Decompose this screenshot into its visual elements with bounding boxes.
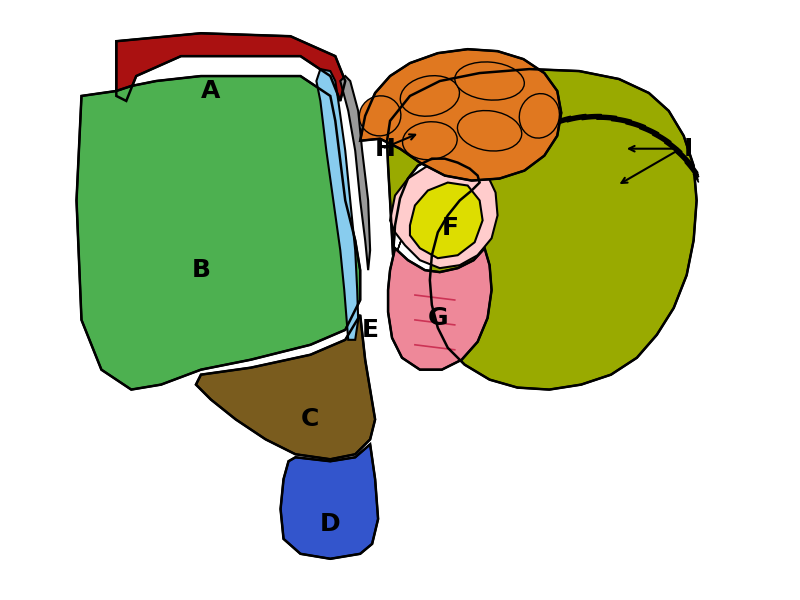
Text: D: D xyxy=(320,512,341,536)
Ellipse shape xyxy=(458,110,522,151)
Polygon shape xyxy=(116,33,346,101)
Text: A: A xyxy=(201,79,221,103)
Polygon shape xyxy=(410,182,482,258)
Polygon shape xyxy=(316,69,358,340)
Polygon shape xyxy=(281,445,378,559)
Text: E: E xyxy=(362,318,378,342)
Text: G: G xyxy=(427,306,448,330)
Polygon shape xyxy=(77,76,360,389)
Ellipse shape xyxy=(359,96,401,136)
Polygon shape xyxy=(340,76,370,270)
Text: H: H xyxy=(374,137,395,161)
Text: C: C xyxy=(302,407,320,431)
Ellipse shape xyxy=(400,76,459,116)
Ellipse shape xyxy=(519,94,559,138)
Text: B: B xyxy=(191,258,210,282)
Text: I: I xyxy=(684,137,694,161)
Ellipse shape xyxy=(455,62,524,100)
Polygon shape xyxy=(388,248,491,370)
Polygon shape xyxy=(360,49,562,181)
Text: F: F xyxy=(442,217,458,241)
Polygon shape xyxy=(387,69,697,389)
Ellipse shape xyxy=(402,122,457,160)
Polygon shape xyxy=(196,315,375,459)
Polygon shape xyxy=(390,158,498,268)
